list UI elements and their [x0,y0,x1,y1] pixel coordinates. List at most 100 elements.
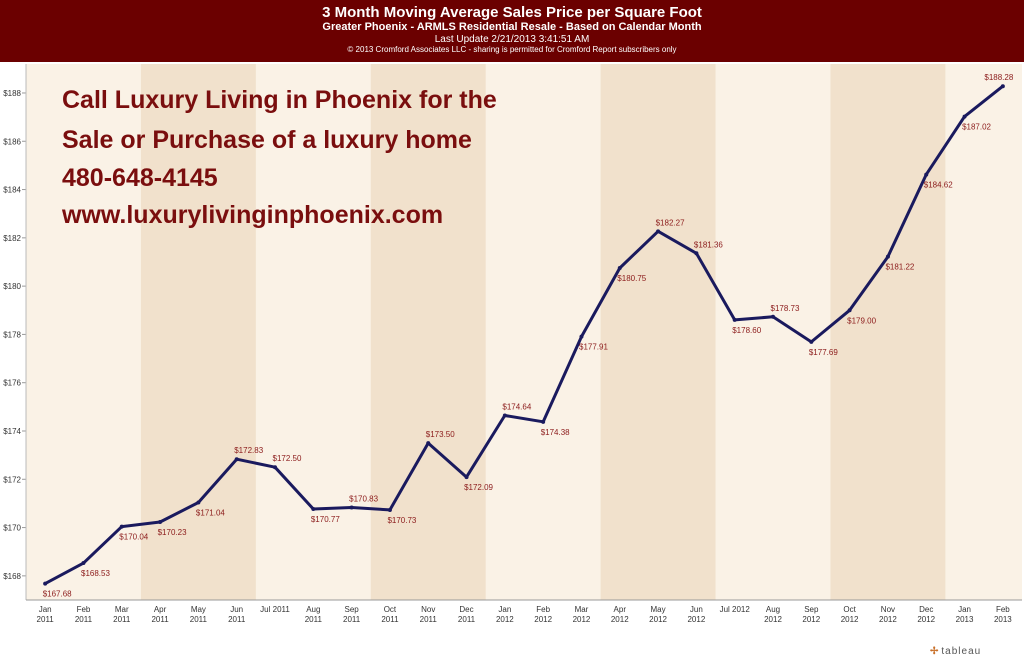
x-tick-year-23: 2012 [917,615,935,624]
x-tick-year-25: 2013 [994,615,1012,624]
x-tick-year-5: 2011 [228,615,246,624]
x-tick-label-15: Apr [614,605,627,614]
x-tick-year-21: 2012 [841,615,859,624]
data-label-7: $170.77 [311,515,340,524]
line-chart: $168 $170 $172 $174 $176 $178 $180 $182 $184 $186… [3,64,1022,624]
data-point-8 [349,505,354,510]
y-tick-label-1: $170 [3,524,21,533]
x-tick-label-8: Sep [344,605,359,614]
data-label-11: $172.09 [464,483,493,492]
data-point-14 [579,334,584,339]
x-tick-label-25: Feb [996,605,1010,614]
data-label-22: $181.22 [885,263,914,272]
tableau-logo-text: tableau [941,646,982,657]
x-tick-label-19: Aug [766,605,780,614]
y-tick-label-9: $186 [3,137,21,146]
x-tick-year-12: 2012 [496,615,514,624]
data-label-13: $174.38 [541,428,570,437]
series-line [43,84,1005,586]
x-tick-label-10: Nov [421,605,435,614]
data-label-4: $171.04 [196,508,225,517]
data-label-15: $180.75 [617,274,646,283]
data-label-8: $170.83 [349,495,378,504]
y-tick-label-3: $174 [3,427,21,436]
x-tick-label-3: Apr [154,605,167,614]
data-point-1 [81,561,86,566]
x-tick-label-12: Jan [498,605,511,614]
chart-title: 3 Month Moving Average Sales Price per S… [322,4,702,21]
y-axis: $168 $170 $172 $174 $176 $178 $180 $182 $184 $186… [3,64,27,600]
tableau-plus-icon: ✢ [930,646,940,657]
data-point-20 [809,339,814,344]
data-point-7 [311,506,316,511]
data-label-24: $187.02 [962,123,991,132]
shaded-band-2 [600,64,716,600]
x-tick-year-14: 2012 [573,615,591,624]
data-point-23 [924,172,929,177]
data-label-16: $182.27 [656,218,685,227]
y-tick-label-10: $188 [3,89,21,98]
x-tick-label-11: Dec [459,605,473,614]
data-point-9 [387,507,392,512]
x-tick-label-17: Jun [690,605,703,614]
x-tick-year-11: 2011 [458,615,476,624]
data-point-4 [196,500,201,505]
tableau-logo: ✢ tableau [930,646,981,657]
data-point-0 [43,581,48,586]
x-tick-label-0: Jan [39,605,52,614]
data-label-21: $179.00 [847,316,876,325]
y-tick-label-4: $176 [3,379,21,388]
x-tick-label-18: Jul 2012 [720,605,751,614]
x-tick-year-19: 2012 [764,615,782,624]
y-tick-label-6: $180 [3,282,21,291]
data-point-3 [158,520,163,525]
data-label-2: $170.04 [119,533,148,542]
x-tick-year-3: 2011 [151,615,169,624]
x-tick-label-16: May [651,605,666,614]
data-label-14: $177.91 [579,343,608,352]
x-tick-year-0: 2011 [37,615,55,624]
data-point-18 [732,317,737,322]
data-point-25 [1000,84,1005,89]
x-axis: Jan2011Feb2011Mar2011Apr2011May2011Jun20… [37,605,1013,624]
shaded-band-0 [140,64,256,600]
series-price-per-sqft [43,84,1005,586]
x-tick-year-4: 2011 [190,615,208,624]
y-tick-label-7: $182 [3,234,21,243]
chart-subtitle: Greater Phoenix - ARMLS Residential Resa… [322,21,702,34]
x-tick-label-4: May [191,605,206,614]
data-point-19 [771,314,775,319]
x-tick-label-14: Mar [575,605,589,614]
ad-phone: 480-648-4145 [62,164,218,192]
shaded-bands [140,64,946,600]
data-label-20: $177.69 [809,348,838,357]
x-tick-year-10: 2011 [420,615,438,624]
data-point-15 [617,266,622,271]
x-tick-label-6: Jul 2011 [260,605,290,614]
x-tick-label-20: Sep [804,605,819,614]
data-point-11 [464,475,469,480]
x-tick-year-16: 2012 [649,615,667,624]
data-label-5: $172.83 [234,446,263,455]
data-label-1: $168.53 [81,569,110,578]
x-tick-year-1: 2011 [75,615,93,624]
x-tick-year-17: 2012 [687,615,705,624]
data-point-5 [234,457,239,462]
y-tick-label-5: $178 [3,330,21,339]
x-tick-label-13: Feb [536,605,550,614]
data-label-19: $178.73 [771,304,800,313]
data-label-3: $170.23 [158,528,187,537]
data-point-24 [962,114,967,119]
ad-website: www.luxurylivinginphoenix.com [61,201,443,229]
data-label-0: $167.68 [43,590,72,599]
y-tick-label-0: $168 [3,572,21,581]
data-label-6: $172.50 [273,454,302,463]
shaded-band-3 [830,64,946,600]
x-tick-year-13: 2012 [534,615,552,624]
x-tick-year-15: 2012 [611,615,629,624]
copyright-notice: © 2013 Cromford Associates LLC - sharing… [347,45,677,55]
x-tick-label-5: Jun [230,605,243,614]
x-tick-year-2: 2011 [113,615,131,624]
advertisement: Call Luxury Living in Phoenix for the Sa… [61,86,497,229]
data-point-16 [656,229,661,234]
